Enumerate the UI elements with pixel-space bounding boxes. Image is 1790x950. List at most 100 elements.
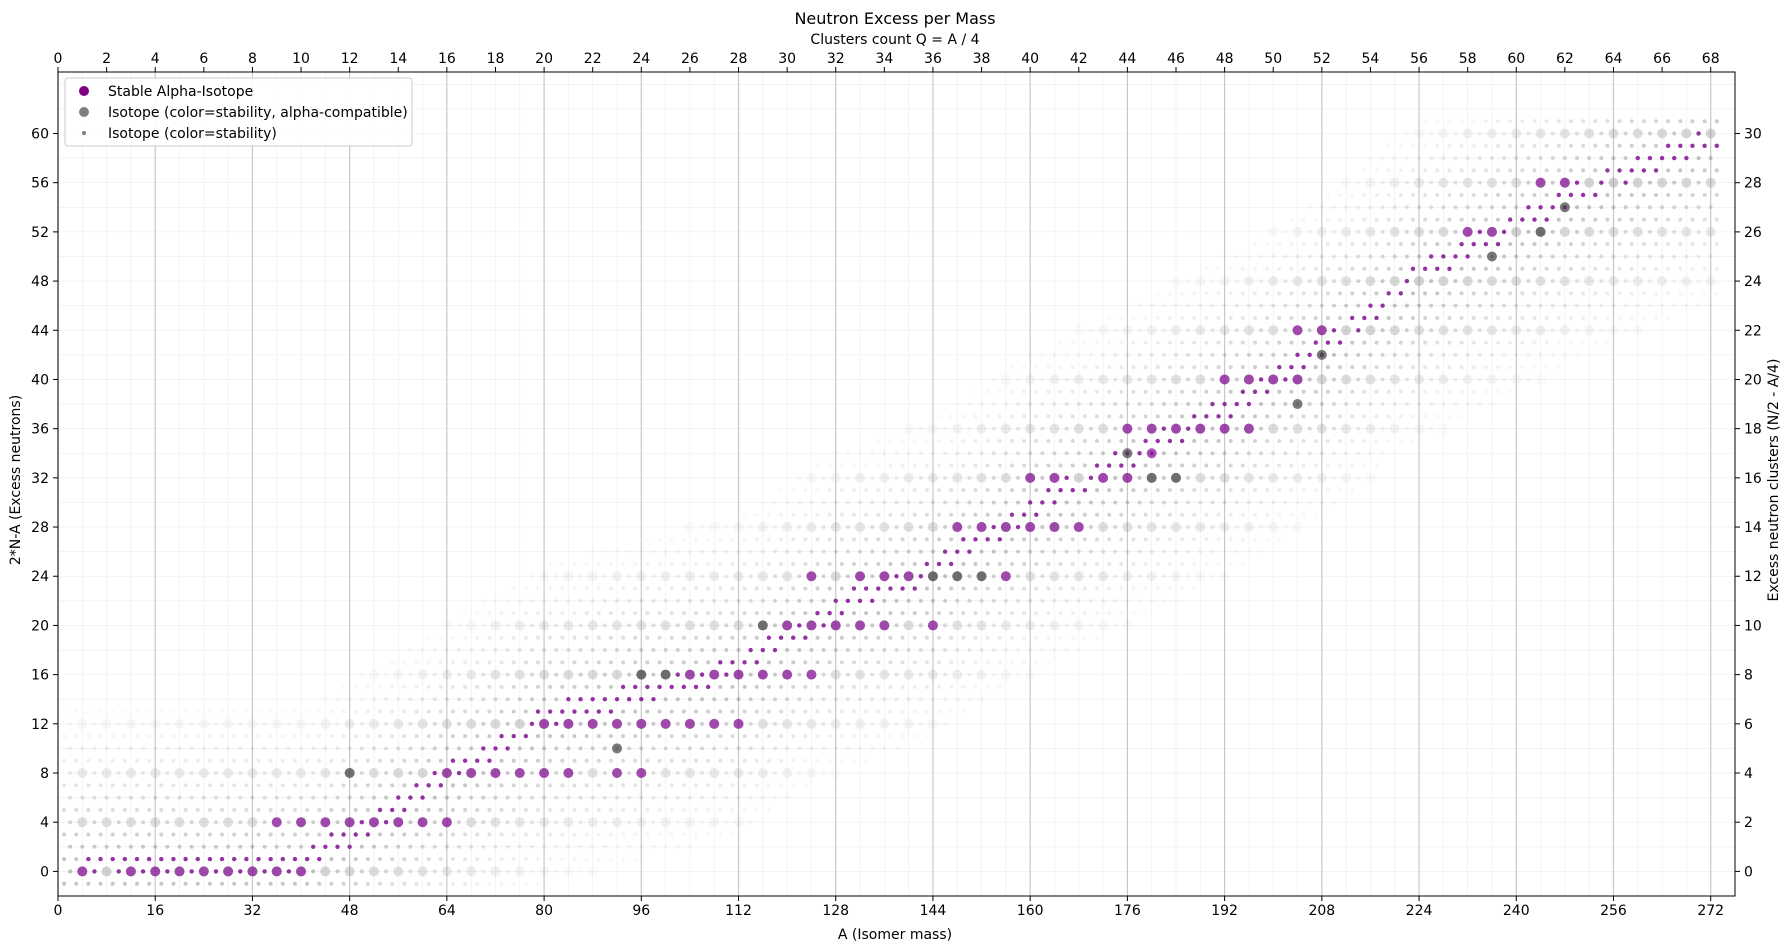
isotope-point xyxy=(706,586,711,591)
isotope-point xyxy=(1584,325,1595,336)
stable-small-point xyxy=(918,574,924,579)
isotope-point xyxy=(220,709,225,714)
stable-small-point xyxy=(1021,512,1027,517)
isotope-point xyxy=(584,807,589,812)
isotope-point xyxy=(1705,128,1716,139)
isotope-point xyxy=(1447,365,1452,370)
isotope-point xyxy=(1341,472,1352,483)
isotope-point xyxy=(779,537,784,542)
isotope-point xyxy=(74,758,79,763)
isotope-point xyxy=(718,561,723,566)
isotope-point xyxy=(1647,229,1652,234)
stable-small-point xyxy=(1015,524,1021,530)
isotope-point xyxy=(718,684,723,689)
isotope-point xyxy=(1119,488,1124,493)
isotope-point xyxy=(220,881,225,886)
isotope-point xyxy=(566,795,571,800)
isotope-point xyxy=(238,721,243,726)
stable-small-point xyxy=(912,586,917,591)
isotope-point xyxy=(827,463,832,468)
isotope-point xyxy=(554,697,559,702)
isotope-point xyxy=(189,795,194,800)
isotope-point xyxy=(420,746,425,751)
isotope-point xyxy=(1192,488,1197,493)
isotope-point xyxy=(772,795,777,800)
isotope-point xyxy=(1423,315,1428,320)
isotope-point xyxy=(256,807,261,812)
right-tick-label: 28 xyxy=(1744,176,1762,192)
stable-small-point xyxy=(1702,143,1707,148)
isotope-point xyxy=(511,586,516,591)
isotope-point xyxy=(1171,522,1181,533)
isotope-point xyxy=(1149,549,1154,554)
stable-small-point xyxy=(1064,475,1069,481)
isotope-point xyxy=(1210,303,1215,308)
isotope-point xyxy=(1611,254,1616,259)
isotope-point xyxy=(1678,217,1683,222)
isotope-point xyxy=(1581,291,1586,296)
isotope-point xyxy=(1635,254,1640,259)
isotope-point xyxy=(1307,229,1312,234)
isotope-point xyxy=(1702,168,1707,173)
isotope-point xyxy=(687,844,692,849)
isotope-point xyxy=(924,586,929,591)
x-tick-label: 0 xyxy=(54,903,63,919)
isotope-point xyxy=(587,768,598,779)
isotope-point xyxy=(244,881,249,886)
isotope-point xyxy=(760,746,765,751)
isotope-point xyxy=(572,611,577,616)
isotope-point xyxy=(651,795,656,800)
y-tick-label: 60 xyxy=(31,126,49,142)
isotope-point xyxy=(390,684,395,689)
isotope-point xyxy=(1535,374,1546,385)
isotope-point xyxy=(1252,266,1257,271)
isotope-point xyxy=(1283,451,1288,456)
isotope-point xyxy=(584,660,589,665)
isotope-point xyxy=(645,734,650,739)
stable-small-point xyxy=(450,758,456,763)
isotope-point xyxy=(1690,266,1695,271)
isotope-point xyxy=(159,783,164,788)
isotope-point xyxy=(299,746,304,751)
isotope-point xyxy=(171,881,176,886)
isotope-point xyxy=(1465,303,1470,308)
stable-small-point xyxy=(365,832,371,837)
isotope-point xyxy=(1331,279,1336,284)
isotope-point xyxy=(663,844,668,849)
isotope-point xyxy=(517,795,522,800)
isotope-point xyxy=(1122,522,1133,533)
isotope-point xyxy=(523,758,528,763)
isotope-point xyxy=(1365,374,1376,385)
isotope-point xyxy=(1070,389,1075,394)
legend-box xyxy=(64,77,413,147)
isotope-point xyxy=(1502,279,1507,284)
isotope-point xyxy=(1186,279,1191,284)
isotope-point xyxy=(912,635,917,640)
isotope-point xyxy=(1423,192,1428,197)
isotope-point xyxy=(864,635,869,640)
isotope-point xyxy=(408,648,413,653)
isotope-point xyxy=(967,574,972,579)
isotope-point xyxy=(572,660,577,665)
stable-small-point xyxy=(651,697,656,702)
isotope-point xyxy=(709,571,720,582)
isotope-point xyxy=(1654,143,1659,148)
stable-alpha-point xyxy=(344,817,355,828)
isotope-point xyxy=(481,598,486,603)
isotope-point xyxy=(876,537,881,542)
isotope-point xyxy=(62,758,67,763)
isotope-point xyxy=(408,820,413,825)
isotope-point xyxy=(1374,242,1379,247)
isotope-point xyxy=(681,586,686,591)
isotope-point xyxy=(511,783,516,788)
isotope-point xyxy=(1161,574,1166,579)
isotope-point xyxy=(615,648,619,653)
isotope-point xyxy=(1429,131,1434,136)
isotope-point xyxy=(1341,325,1352,336)
isotope-point xyxy=(602,672,607,677)
isotope-point xyxy=(876,734,881,739)
stable-alpha-point xyxy=(1462,226,1473,237)
isotope-point xyxy=(1155,586,1160,591)
isotope-point xyxy=(441,866,452,877)
isotope-point xyxy=(1252,291,1257,296)
